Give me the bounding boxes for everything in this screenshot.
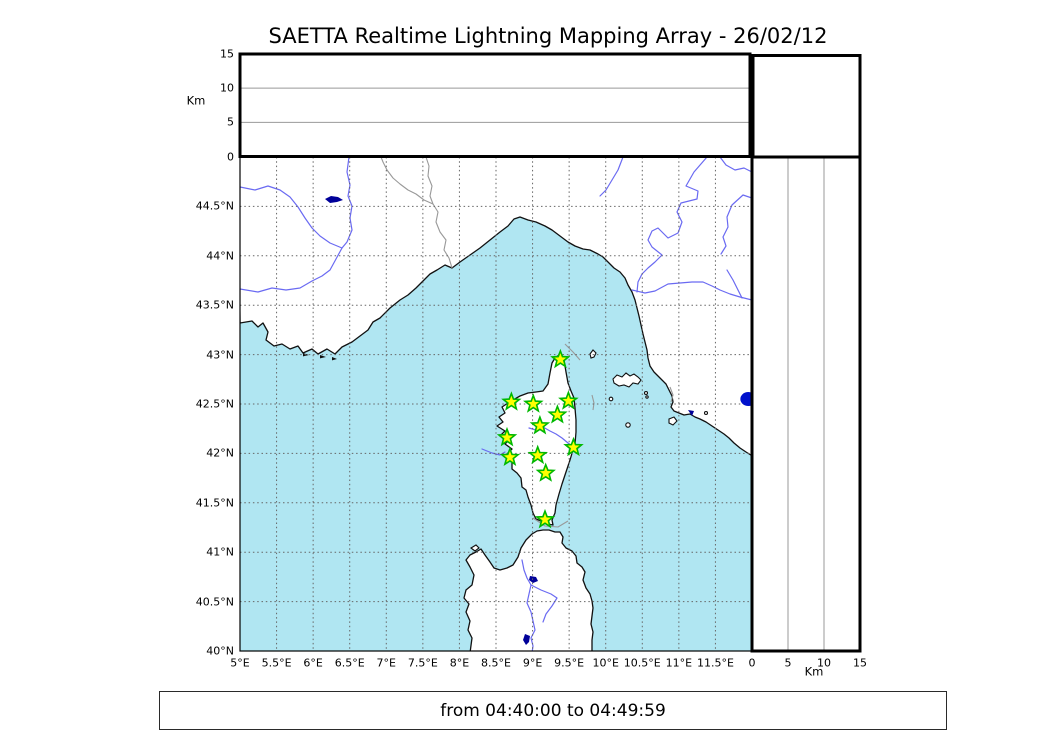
- lon-tick-label: 7°E: [376, 656, 397, 670]
- country-borders: [380, 157, 674, 528]
- right-panel-frame: [750, 155, 862, 653]
- lakes-layer: [325, 196, 694, 645]
- lon-tick-label: 6.5°E: [334, 656, 365, 670]
- station-star: [558, 390, 579, 410]
- top-panel-frame: [238, 52, 752, 158]
- lon-tick-label: 8.5°E: [481, 656, 511, 670]
- event-dot: [740, 392, 752, 407]
- altitude-axis-label-left: Km: [186, 93, 206, 108]
- alt-right-tick-label: 5: [784, 656, 792, 670]
- time-range-text: from 04:40:00 to 04:49:59: [440, 700, 666, 721]
- lon-tick-label: 11.5°E: [696, 656, 734, 670]
- coastal-islets: [303, 353, 337, 361]
- pianosa-island: [625, 422, 631, 428]
- small-island: [703, 410, 709, 416]
- lon-tick-label: 8°E: [449, 656, 470, 670]
- lon-tick-label: 9°E: [522, 656, 543, 670]
- mainland-coast: [240, 157, 752, 457]
- station-star: [501, 391, 522, 411]
- lat-tick-label: 41.5°N: [195, 496, 234, 510]
- small-island: [643, 390, 649, 396]
- lon-tick-label: 11°E: [665, 656, 693, 670]
- lat-tick-label: 44.5°N: [195, 199, 234, 213]
- lat-tick-label: 40°N: [206, 644, 234, 658]
- station-star: [547, 404, 568, 424]
- map-gridlines: [240, 157, 752, 651]
- station-star: [499, 446, 521, 467]
- asinara-island: [470, 544, 480, 552]
- page-title: SAETTA Realtime Lightning Mapping Array …: [268, 24, 828, 48]
- event-marker: [740, 392, 752, 407]
- corner-panel: [753, 55, 860, 157]
- alt-right-tick-label: 0: [748, 656, 756, 670]
- station-markers: [496, 348, 584, 529]
- sardinia-landmass: [463, 529, 594, 651]
- lat-tick-label: 41°N: [206, 545, 234, 559]
- lon-tick-label: 10°E: [592, 656, 619, 670]
- lon-tick-label: 10.5°E: [623, 656, 661, 670]
- altitude-right-panel: [752, 157, 860, 651]
- lat-tick-label: 43.5°N: [195, 298, 234, 312]
- station-star: [529, 414, 551, 435]
- station-star: [563, 436, 584, 457]
- lon-tick-label: 7.5°E: [407, 656, 438, 670]
- giglio-island: [668, 416, 678, 426]
- lon-tick-label: 5.5°E: [261, 656, 292, 670]
- station-star: [534, 508, 556, 529]
- alt-top-tick-label: 10: [220, 81, 234, 95]
- alt-top-tick-label: 0: [227, 150, 234, 163]
- altitude-top-panel: [240, 54, 750, 157]
- alt-right-tick-label: 15: [853, 656, 867, 670]
- station-star: [496, 426, 518, 447]
- lon-tick-label: 6°E: [303, 656, 323, 670]
- map-panel: [240, 157, 752, 651]
- lat-tick-label: 43°N: [206, 348, 234, 362]
- alt-top-tick-label: 5: [227, 115, 234, 129]
- lat-tick-label: 42°N: [206, 446, 234, 460]
- station-star: [527, 444, 548, 465]
- elba-island: [612, 372, 642, 388]
- altitude-axis-label-bottom: Km: [804, 664, 824, 679]
- time-range-box: from 04:40:00 to 04:49:59: [159, 691, 947, 730]
- lat-tick-label: 40.5°N: [195, 595, 234, 609]
- station-star: [523, 393, 544, 413]
- small-island: [645, 395, 649, 399]
- alt-top-tick-label: 15: [220, 47, 234, 61]
- station-star: [550, 348, 571, 369]
- lat-tick-label: 44°N: [206, 249, 234, 263]
- lat-tick-label: 42.5°N: [195, 397, 234, 411]
- gorgona-island: [608, 396, 614, 402]
- station-star: [535, 462, 556, 482]
- lon-tick-label: 9.5°E: [554, 656, 585, 670]
- capraia-island: [589, 349, 597, 359]
- alt-right-tick-label: 10: [817, 656, 831, 670]
- lon-tick-label: 5°E: [230, 656, 250, 670]
